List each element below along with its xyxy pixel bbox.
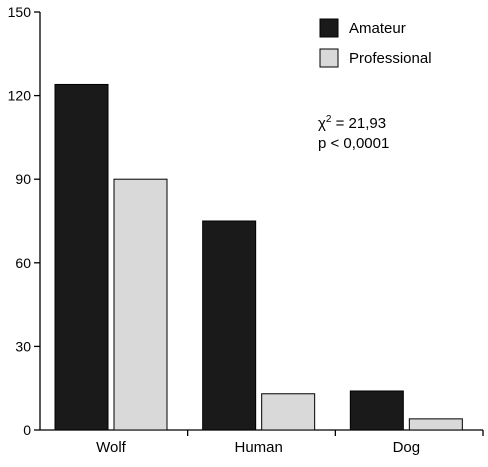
- x-category-label: Dog: [393, 439, 421, 456]
- bar-wolf-professional: [113, 178, 168, 431]
- y-tick-label: 90: [15, 171, 31, 187]
- bars: [54, 83, 463, 431]
- y-tick-label: 150: [8, 4, 32, 20]
- legend-swatch-professional: [319, 48, 339, 68]
- bar-dog-amateur: [349, 390, 404, 431]
- chi-exponent: 2: [326, 114, 332, 125]
- bar-human-professional: [261, 393, 316, 431]
- chi-symbol: χ: [318, 115, 326, 132]
- legend-label-professional: Professional: [349, 50, 432, 67]
- y-tick-label: 60: [15, 255, 31, 271]
- chi-value: = 21,93: [331, 115, 386, 132]
- p-value-annotation: p < 0,0001: [318, 135, 389, 152]
- y-tick-label: 120: [8, 88, 32, 104]
- y-axis: 0 30 60 90 120 150: [8, 4, 41, 438]
- legend-swatch-amateur: [319, 18, 339, 38]
- x-category-label: Wolf: [96, 439, 127, 456]
- y-tick-label: 0: [23, 422, 31, 438]
- legend: Amateur Professional: [319, 18, 432, 68]
- y-tick-label: 30: [15, 338, 31, 354]
- bar-human-amateur: [202, 220, 257, 431]
- x-category-label: Human: [234, 439, 282, 456]
- chi-square-annotation: χ2 = 21,93: [318, 114, 386, 132]
- bar-dog-professional: [408, 418, 463, 431]
- legend-label-amateur: Amateur: [349, 20, 406, 37]
- stats-annotation: χ2 = 21,93 p < 0,0001: [318, 114, 389, 152]
- x-axis: Wolf Human Dog: [40, 429, 484, 456]
- bar-wolf-amateur: [54, 83, 109, 431]
